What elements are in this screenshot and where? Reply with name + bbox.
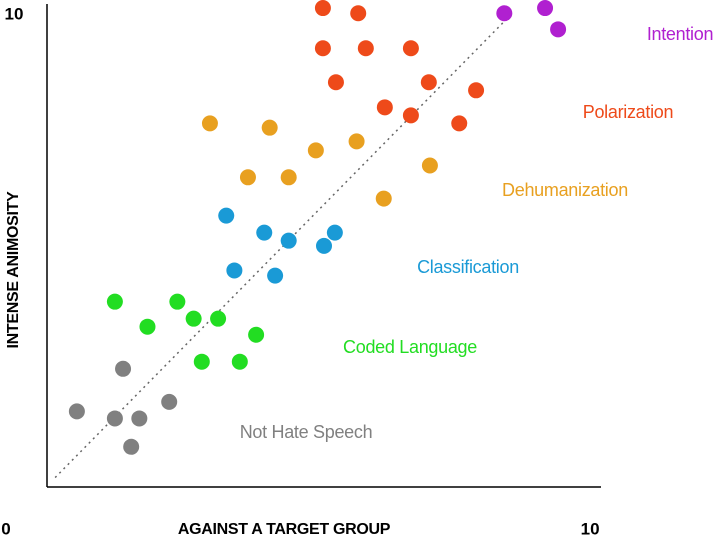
point	[375, 190, 392, 207]
series-label: Polarization	[583, 102, 673, 122]
point	[316, 237, 332, 254]
point	[131, 410, 148, 427]
series-label: Intention	[647, 24, 713, 44]
x-axis-title: AGAINST A TARGET GROUP	[178, 521, 391, 537]
point	[348, 133, 365, 150]
point	[106, 293, 123, 310]
point	[350, 5, 367, 22]
point	[451, 115, 468, 132]
point	[193, 353, 210, 370]
point	[169, 293, 186, 310]
point	[280, 232, 297, 249]
point	[123, 438, 140, 455]
y-axis-title: INTENSE ANIMOSITY	[5, 191, 22, 349]
point	[550, 21, 567, 38]
series-label: Not Hate Speech	[240, 422, 373, 442]
point	[537, 0, 554, 17]
point	[185, 310, 202, 327]
point	[139, 318, 156, 335]
point	[421, 157, 438, 174]
point	[248, 326, 265, 343]
point	[357, 40, 374, 57]
point	[239, 169, 256, 186]
point	[326, 224, 343, 241]
point	[68, 403, 85, 420]
point	[402, 107, 419, 124]
point	[468, 82, 485, 99]
y-tick-label: 10	[5, 5, 24, 24]
x-tick-label: 10	[581, 519, 600, 537]
point	[261, 119, 278, 136]
series-label: Classification	[417, 257, 519, 277]
point	[496, 5, 513, 22]
point	[210, 310, 227, 327]
series-label: Coded Language	[343, 337, 477, 357]
point	[314, 40, 331, 57]
series-label: Dehumanization	[502, 180, 628, 200]
point	[201, 115, 218, 132]
point	[327, 74, 344, 91]
point	[267, 267, 284, 284]
x-tick-label: 0	[1, 519, 10, 537]
point	[280, 169, 297, 186]
point	[420, 74, 437, 91]
point	[376, 99, 393, 116]
point	[307, 142, 324, 159]
point	[314, 0, 331, 17]
point	[402, 40, 419, 57]
point	[226, 262, 243, 279]
point	[161, 393, 178, 410]
point	[231, 353, 248, 370]
point	[106, 410, 123, 427]
point	[218, 207, 235, 224]
point	[256, 224, 273, 241]
point	[115, 360, 132, 377]
